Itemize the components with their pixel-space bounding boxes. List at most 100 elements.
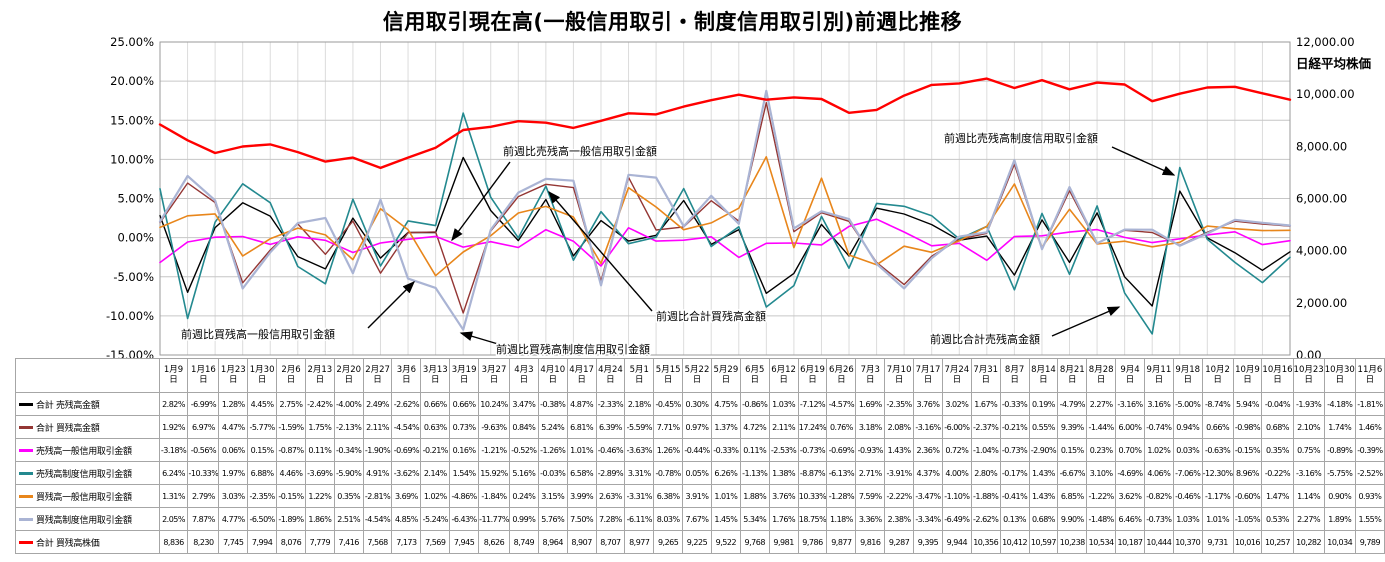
table-cell[interactable]: 1.02% <box>420 484 451 508</box>
table-cell[interactable]: 9,225 <box>682 530 712 554</box>
annotation-arrow[interactable] <box>1051 306 1121 337</box>
table-cell[interactable]: 6.88% <box>247 461 278 485</box>
table-cell[interactable]: 7,173 <box>391 530 422 554</box>
table-cell[interactable]: -0.15% <box>1232 438 1263 462</box>
table-cell[interactable]: -2.89% <box>595 461 626 485</box>
table-cell[interactable]: 8,749 <box>508 530 539 554</box>
table-cell[interactable]: 0.63% <box>420 415 451 439</box>
table-cell[interactable]: 10,412 <box>999 530 1030 554</box>
table-cell[interactable]: 3.15% <box>537 484 568 508</box>
table-cell[interactable]: -0.73% <box>797 438 828 462</box>
table-cell[interactable]: 0.55% <box>1028 415 1059 439</box>
table-cell[interactable]: -0.46% <box>595 438 626 462</box>
table-cell[interactable]: 7,779 <box>304 530 335 554</box>
table-cell[interactable]: 10,444 <box>1143 530 1174 554</box>
table-cell[interactable]: 4.00% <box>941 461 972 485</box>
table-cell[interactable]: 0.72% <box>941 438 972 462</box>
table-cell[interactable]: -2.35% <box>247 484 278 508</box>
table-cell[interactable]: 4.85% <box>391 507 422 531</box>
table-cell[interactable]: -0.69% <box>391 438 422 462</box>
table-cell[interactable]: -0.63% <box>1201 438 1234 462</box>
column-header-date[interactable]: 9月18 日 <box>1172 358 1203 393</box>
table-cell[interactable]: 7.71% <box>653 415 684 439</box>
table-cell[interactable]: 7.50% <box>566 507 597 531</box>
table-cell[interactable]: -0.86% <box>739 392 770 416</box>
table-cell[interactable]: 10,187 <box>1115 530 1145 554</box>
table-cell[interactable]: 6.97% <box>187 415 220 439</box>
table-cell[interactable]: 3.36% <box>855 507 886 531</box>
table-cell[interactable]: 7.59% <box>855 484 886 508</box>
column-header-date[interactable]: 6月19 日 <box>797 358 828 393</box>
table-cell[interactable]: 1.14% <box>1292 484 1325 508</box>
table-cell[interactable]: 0.93% <box>1354 484 1385 508</box>
table-cell[interactable]: 6.58% <box>566 461 597 485</box>
table-cell[interactable]: -1.59% <box>276 415 306 439</box>
table-cell[interactable]: -1.26% <box>537 438 568 462</box>
table-cell[interactable]: -2.13% <box>333 415 364 439</box>
table-cell[interactable]: -1.44% <box>1086 415 1117 439</box>
table-cell[interactable]: 1.43% <box>1028 484 1059 508</box>
table-cell[interactable]: 1.74% <box>1323 415 1356 439</box>
table-cell[interactable]: 8,230 <box>187 530 220 554</box>
table-cell[interactable]: 10,016 <box>1232 530 1263 554</box>
table-cell[interactable]: 2.27% <box>1292 507 1325 531</box>
table-cell[interactable]: -0.21% <box>420 438 451 462</box>
table-cell[interactable]: -3.63% <box>624 438 655 462</box>
table-cell[interactable]: -10.33% <box>187 461 220 485</box>
table-cell[interactable]: 4.46% <box>276 461 306 485</box>
table-cell[interactable]: 9,395 <box>913 530 943 554</box>
column-header-date[interactable]: 5月22 日 <box>682 358 712 393</box>
column-header-date[interactable]: 1月9 日 <box>158 358 189 393</box>
table-cell[interactable]: -3.16% <box>1292 461 1325 485</box>
table-cell[interactable]: 3.69% <box>391 484 422 508</box>
table-cell[interactable]: 10,238 <box>1057 530 1088 554</box>
table-cell[interactable]: 9,522 <box>710 530 741 554</box>
series-line-5[interactable] <box>158 89 1292 331</box>
table-cell[interactable]: 1.22% <box>304 484 335 508</box>
table-cell[interactable]: 0.15% <box>1057 438 1088 462</box>
table-cell[interactable]: -2.62% <box>970 507 1001 531</box>
column-header-date[interactable]: 10月16 日 <box>1261 358 1294 393</box>
table-cell[interactable]: -0.69% <box>826 438 857 462</box>
table-cell[interactable]: -0.73% <box>999 438 1030 462</box>
table-cell[interactable]: -2.37% <box>970 415 1001 439</box>
annotation-arrow[interactable] <box>367 281 415 329</box>
table-cell[interactable]: -1.81% <box>1354 392 1385 416</box>
table-cell[interactable]: 10,597 <box>1028 530 1059 554</box>
table-cell[interactable]: -12.30% <box>1201 461 1234 485</box>
column-header-date[interactable]: 3月13 日 <box>420 358 451 393</box>
table-cell[interactable]: 1.18% <box>826 507 857 531</box>
row-label[interactable]: 合計 買残高株価 <box>15 530 160 554</box>
table-cell[interactable]: 0.19% <box>1028 392 1059 416</box>
table-cell[interactable]: 8,977 <box>624 530 655 554</box>
table-cell[interactable]: 9,816 <box>855 530 886 554</box>
table-cell[interactable]: -1.17% <box>1201 484 1234 508</box>
table-cell[interactable]: 7.87% <box>187 507 220 531</box>
table-cell[interactable]: 6.38% <box>653 484 684 508</box>
column-header-date[interactable]: 10月2 日 <box>1201 358 1234 393</box>
column-header-date[interactable]: 3月27 日 <box>478 358 510 393</box>
table-cell[interactable]: 1.47% <box>1261 484 1294 508</box>
table-cell[interactable]: -11.77% <box>478 507 510 531</box>
table-cell[interactable]: 1.76% <box>768 507 799 531</box>
table-cell[interactable]: 3.99% <box>566 484 597 508</box>
table-cell[interactable]: 7,994 <box>247 530 278 554</box>
annotation-label[interactable]: 前週比合計買残高金額 <box>655 308 768 325</box>
table-cell[interactable]: -0.34% <box>333 438 364 462</box>
table-cell[interactable]: -7.12% <box>797 392 828 416</box>
column-header-date[interactable]: 2月20 日 <box>333 358 364 393</box>
table-cell[interactable]: 0.66% <box>449 392 480 416</box>
table-cell[interactable]: 1.86% <box>304 507 335 531</box>
table-cell[interactable]: 10,034 <box>1323 530 1356 554</box>
table-cell[interactable]: 2.11% <box>768 415 799 439</box>
table-cell[interactable]: 2.38% <box>884 507 915 531</box>
table-cell[interactable]: -1.48% <box>1086 507 1117 531</box>
column-header-date[interactable]: 4月10 日 <box>537 358 568 393</box>
column-header-date[interactable]: 11月6 日 <box>1354 358 1385 393</box>
table-cell[interactable]: -3.31% <box>624 484 655 508</box>
table-cell[interactable]: -5.00% <box>1172 392 1203 416</box>
table-cell[interactable]: -4.18% <box>1323 392 1356 416</box>
table-cell[interactable]: 0.97% <box>682 415 712 439</box>
table-cell[interactable]: -2.22% <box>884 484 915 508</box>
column-header-date[interactable]: 7月17 日 <box>913 358 943 393</box>
